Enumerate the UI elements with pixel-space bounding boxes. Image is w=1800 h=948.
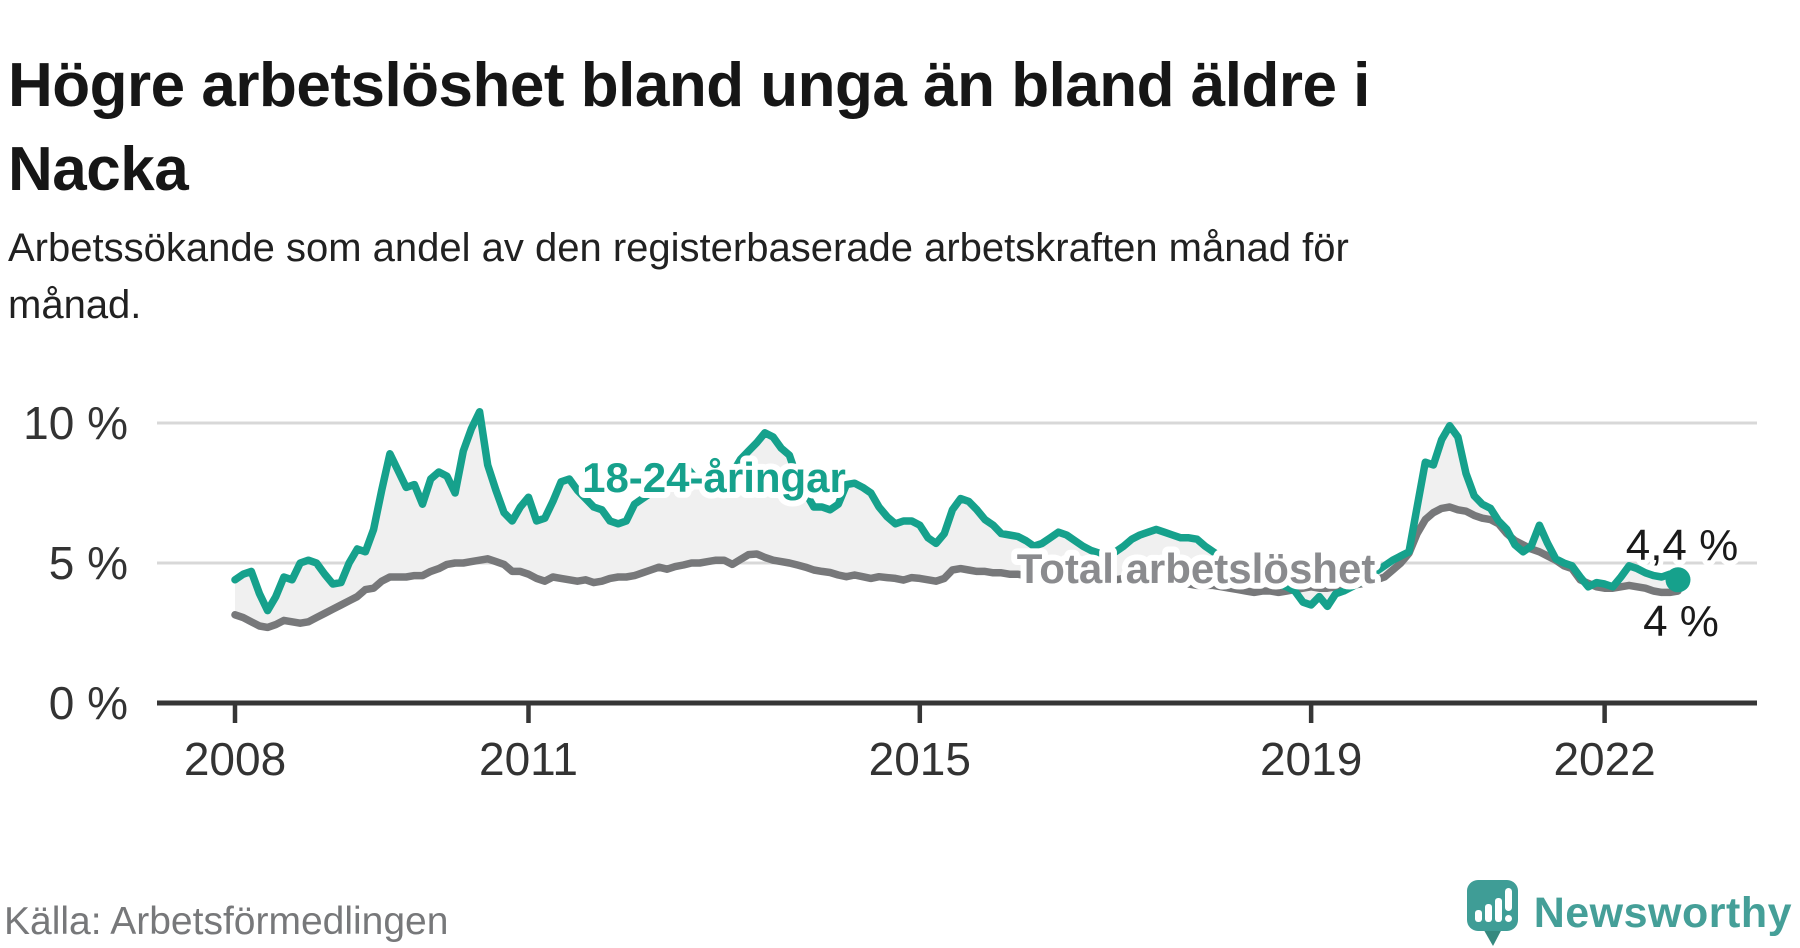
page-title-line-2: Nacka — [8, 134, 189, 204]
total-series-label: Total arbetslöshet — [1017, 545, 1376, 592]
page-title-line-1: Högre arbetslöshet bland unga än bland ä… — [8, 50, 1370, 120]
series-fill-area — [235, 411, 1678, 628]
total-series-line — [231, 503, 1682, 632]
x-tick-label: 2022 — [1553, 733, 1655, 785]
newsworthy-logo[interactable]: Newsworthy — [1466, 878, 1792, 948]
newsworthy-logo-text: Newsworthy — [1533, 888, 1792, 937]
x-tick-label: 2008 — [184, 733, 286, 785]
x-tick-label: 2019 — [1260, 733, 1362, 785]
chart-subtitle: Arbetssökande som andel av den registerb… — [8, 220, 1508, 334]
y-tick-label: 5 % — [49, 537, 128, 589]
youth-series-line — [231, 408, 1682, 615]
y-tick-label: 0 % — [49, 677, 128, 729]
y-tick-label: 10 % — [23, 397, 128, 449]
y-axis-labels: 0 % 5 % 10 % — [23, 397, 128, 729]
x-axis-ticks: 2008 2011 2015 2019 2022 — [184, 703, 1656, 785]
total-end-value-label: 4 % — [1643, 597, 1719, 646]
chart-subtitle-line-1: Arbetssökande som andel av den registerb… — [8, 226, 1349, 270]
source-note: Källa: Arbetsförmedlingen — [4, 900, 449, 943]
youth-series-label: 18-24-åringar — [582, 454, 846, 501]
youth-end-dot — [1665, 567, 1691, 593]
page-title: Högre arbetslöshet bland unga än bland ä… — [8, 44, 1608, 212]
x-tick-label: 2011 — [479, 733, 578, 785]
x-tick-label: 2015 — [869, 733, 971, 785]
chart-subtitle-line-2: månad. — [8, 283, 142, 327]
bar-chart-icon — [1466, 880, 1518, 946]
youth-end-value-label: 4,4 % — [1626, 521, 1739, 570]
